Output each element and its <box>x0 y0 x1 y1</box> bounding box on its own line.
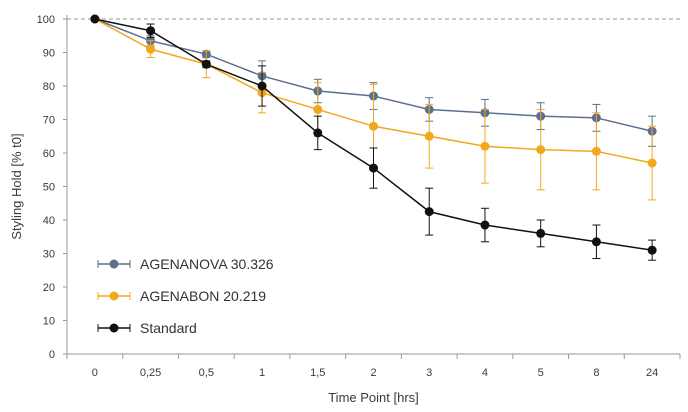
x-tick-label: 8 <box>593 367 599 379</box>
legend-item: AGENABON 20.219 <box>97 288 266 304</box>
x-tick-label: 1 <box>259 367 265 379</box>
legend-marker <box>109 323 119 333</box>
data-point <box>480 220 490 230</box>
data-point <box>201 59 211 69</box>
y-tick-label: 0 <box>49 349 55 361</box>
y-tick-label: 80 <box>43 81 55 93</box>
series <box>90 14 657 261</box>
legend-label: Standard <box>140 320 197 336</box>
legend-marker <box>109 291 119 301</box>
legend: AGENANOVA 30.326 AGENABON 20.219 Standard <box>97 256 274 336</box>
legend-label: AGENANOVA 30.326 <box>140 256 274 272</box>
y-tick-label: 50 <box>43 182 55 194</box>
data-point <box>424 207 434 217</box>
data-point <box>90 14 100 24</box>
data-point <box>313 104 323 114</box>
data-point <box>647 245 657 255</box>
legend-item: Standard <box>97 320 197 336</box>
data-point <box>146 26 156 36</box>
x-tick-label: 0 <box>92 367 98 379</box>
y-tick-label: 100 <box>37 14 55 26</box>
x-tick-label: 0,5 <box>199 367 214 379</box>
y-tick-label: 10 <box>43 316 55 328</box>
data-point <box>369 163 378 173</box>
x-axis-title: Time Point [hrs] <box>328 390 419 405</box>
x-tick-label: 5 <box>538 367 544 379</box>
axes <box>66 15 680 355</box>
y-tick-label: 20 <box>43 282 55 294</box>
data-point <box>369 121 378 131</box>
x-tick-label: 1,5 <box>310 367 325 379</box>
y-tick-label: 40 <box>43 215 55 227</box>
y-tick-label: 70 <box>43 115 55 127</box>
x-tick-label: 4 <box>482 367 488 379</box>
x-tick-label: 24 <box>646 367 658 379</box>
data-point <box>424 131 434 141</box>
legend-item: AGENANOVA 30.326 <box>97 256 274 272</box>
data-point <box>536 228 546 238</box>
data-point <box>146 44 156 54</box>
series-2 <box>90 14 657 261</box>
data-point <box>591 146 601 156</box>
x-tick-label: 3 <box>426 367 432 379</box>
legend-marker <box>109 259 119 269</box>
data-point <box>647 158 657 168</box>
data-point <box>591 237 601 247</box>
y-tick-label: 30 <box>43 249 55 261</box>
y-tick-label: 60 <box>43 148 55 160</box>
x-tick-label: 0,25 <box>140 367 161 379</box>
y-axis-title: Styling Hold [% t0] <box>9 133 24 239</box>
data-point <box>480 141 490 151</box>
x-ticks: 0 0,25 0,5 1 1,5 2 3 4 5 8 24 <box>66 354 681 379</box>
data-point <box>536 145 546 155</box>
legend-label: AGENABON 20.219 <box>140 288 266 304</box>
y-tick-label: 90 <box>43 48 55 60</box>
data-point <box>313 128 323 138</box>
y-ticks: 0 10 20 30 40 50 60 70 80 90 100 <box>37 14 67 361</box>
data-point <box>257 81 267 91</box>
x-tick-label: 2 <box>370 367 376 379</box>
